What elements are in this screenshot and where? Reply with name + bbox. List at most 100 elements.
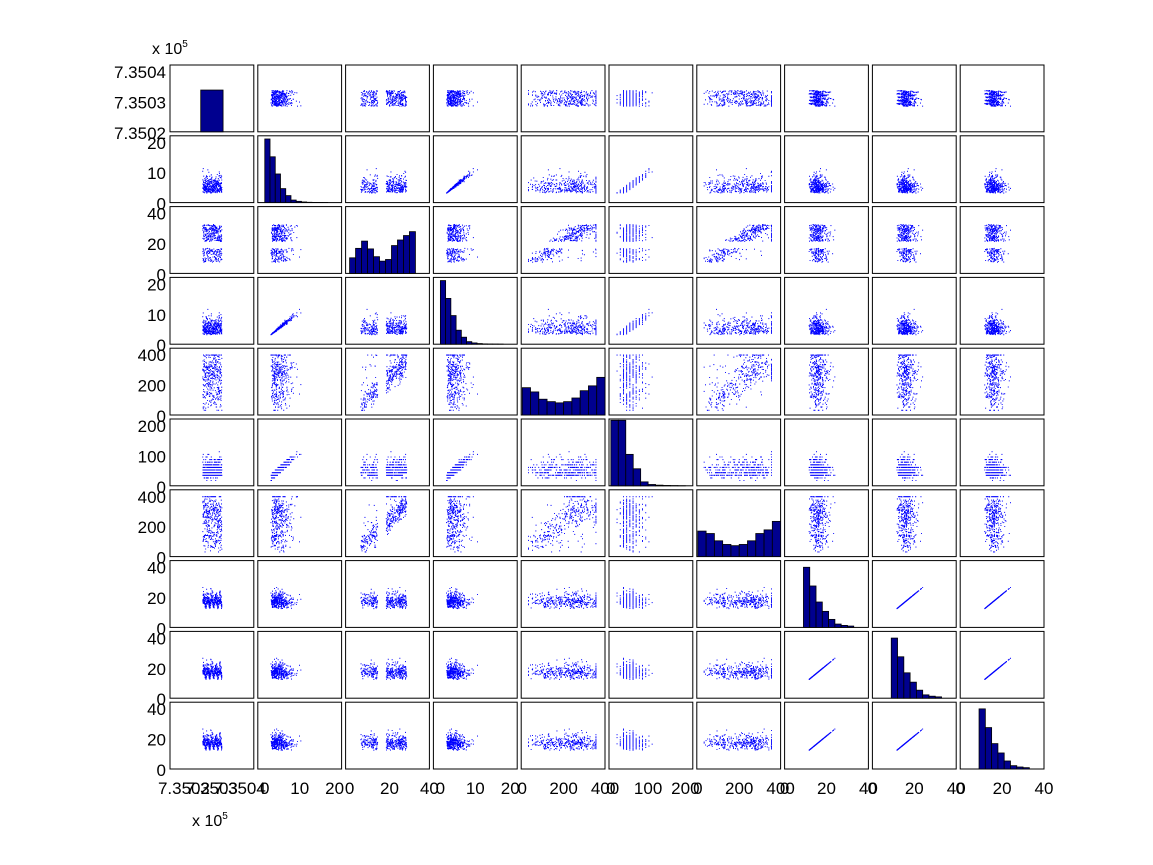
cell-frame [520,418,606,487]
cell-5-2 [257,347,343,416]
scatter-points [616,90,653,107]
cell-frame [345,418,430,487]
cell-5-6 [608,347,694,416]
scatter-points [703,354,772,411]
cell-9-5 [520,630,606,699]
y-tick-label: 40 [147,700,166,719]
cell-7-1 [169,489,255,558]
cell-8-8 [784,560,869,628]
scatter-points [703,451,772,482]
histogram-bar [579,390,589,416]
y-tick-label: 0 [157,761,166,780]
scatter-points [446,657,478,680]
x-tick-label: 20 [817,779,836,798]
y-tick-labels: 7.35047.35037.35022010040200201004002000… [114,63,166,780]
y-tick-label: 0 [157,690,166,709]
cell-2-2 [257,135,343,204]
scatter-points [202,224,223,263]
cell-8-4 [432,560,518,628]
cell-9-9 [871,630,957,699]
y-tick-label: 10 [147,306,166,325]
cell-6-3 [345,418,430,487]
histogram-bar [445,297,452,345]
cell-5-10 [959,347,1045,416]
cell-9-4 [432,630,518,699]
cell-frame [169,560,255,628]
scatter-points [703,90,772,107]
scatter-points [528,224,597,263]
cell-7-7 [696,489,782,558]
histogram-bar [771,520,782,557]
cell-frame [169,701,255,770]
cell-frame [784,347,869,416]
scatter-points [616,586,653,610]
scatter-points [703,728,772,751]
histogram-bar [610,419,619,487]
histogram-bar [349,257,356,274]
cell-10-9 [871,701,957,770]
cell-frame [608,701,694,770]
histogram-bar [439,280,447,345]
cell-1-3 [345,64,430,133]
cell-frame [345,64,430,133]
scatter-points [896,90,924,107]
y-tick-label: 0 [157,478,166,497]
cell-2-3 [345,135,430,204]
cell-10-4 [432,701,518,770]
y-tick-label: 0 [157,195,166,214]
scatter-points [808,168,836,194]
cell-7-10 [959,489,1045,558]
y-tick-label: 200 [138,417,166,436]
cell-8-6 [608,560,694,628]
matrix-cells [169,64,1045,770]
cell-frame [608,630,694,699]
scatter-points [616,308,653,336]
histogram-bar [897,656,905,699]
histogram-bar [1016,766,1024,770]
cell-10-8 [784,701,869,770]
cell-frame [520,276,606,345]
cell-frame [959,64,1045,133]
cell-frame [784,489,869,558]
cell-frame [696,560,782,628]
cell-frame [696,276,782,345]
cell-2-9 [871,135,957,204]
scatter-points [360,451,408,482]
histogram-bar [738,544,748,557]
cell-frame [784,64,869,133]
scatter-points [616,657,653,680]
cell-3-8 [784,206,869,274]
histogram-bar [391,245,398,274]
histogram-bar [997,752,1005,770]
cell-4-7 [696,276,782,345]
cell-2-6 [608,135,694,204]
cell-8-5 [520,560,606,628]
cell-3-2 [257,206,343,274]
x-tick-label: 20 [905,779,924,798]
y-exponent-label: x 105 [152,39,188,58]
x-tick-label: 0 [693,779,702,798]
scatter-points [984,657,1011,680]
cell-frame [257,276,343,345]
histogram-bar [747,540,757,558]
cell-frame [257,64,343,133]
scatter-points [984,354,1011,411]
histogram-bar [460,336,467,345]
cell-frame [871,135,957,204]
cell-frame [345,135,430,204]
scatter-points [896,496,924,553]
scatter-points [202,657,223,680]
cell-frame [959,276,1045,345]
y-tick-label: 20 [147,731,166,750]
x-tick-label: 200 [725,779,753,798]
cell-4-3 [345,276,430,345]
scatter-points [360,728,408,751]
cell-frame [871,560,957,628]
cell-4-5 [520,276,606,345]
cell-9-10 [959,630,1045,699]
scatter-points [703,224,772,263]
histogram-bar [588,385,598,416]
scatter-points [270,451,302,482]
y-tick-label: 7.3502 [114,124,166,143]
